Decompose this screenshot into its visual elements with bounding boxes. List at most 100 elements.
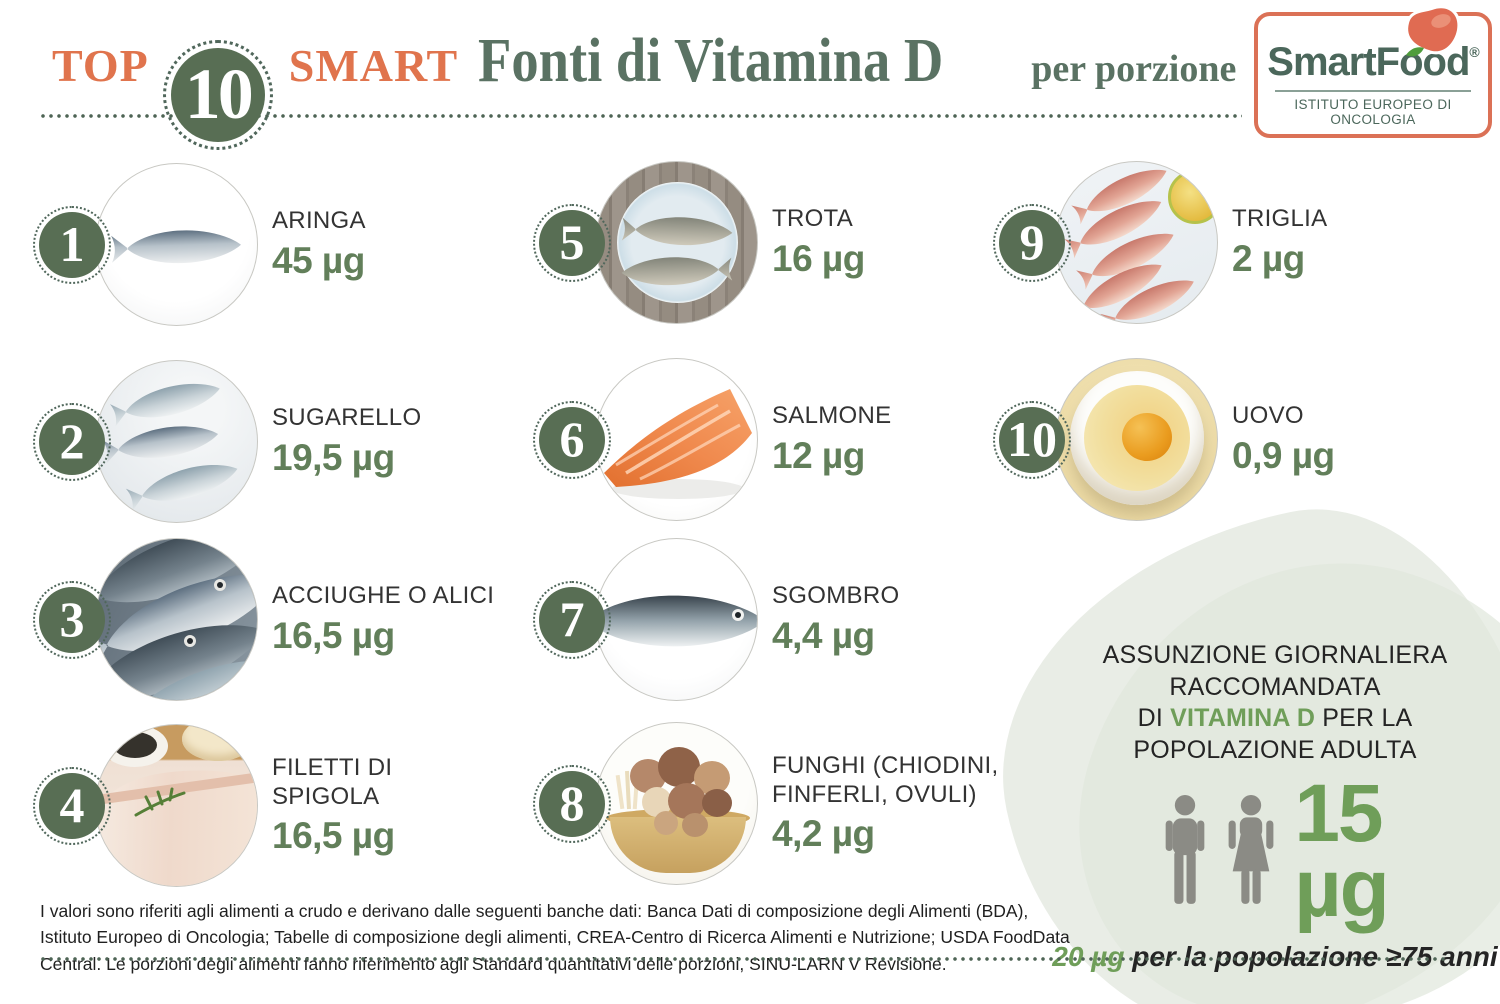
rank-badge: 6 (539, 406, 605, 473)
rank-badge-ring: 5 (533, 203, 611, 282)
salmon-fillet (604, 389, 752, 499)
item-caption: ARINGA 45 µg (272, 207, 500, 281)
vitamin-d-value: 16 µg (772, 237, 865, 279)
rank-badge: 2 (39, 408, 105, 475)
item-spigola: 4 FILETTI DI SPIGOLA 16,5 µg (33, 724, 500, 887)
food-name: TROTA (772, 205, 854, 233)
rank-badge: 3 (39, 586, 105, 653)
vitamin-d-value: 4,4 µg (772, 614, 875, 656)
item-triglia: 9 TRIGLIA 2 µg (993, 161, 1482, 324)
rank-badge-ring: 10 (993, 400, 1071, 479)
item-salmone: 6 SALMONE 12 µg (533, 358, 1000, 521)
woman-icon (1224, 794, 1278, 908)
food-name: SUGARELLO (272, 404, 422, 432)
food-name: TRIGLIA (1232, 205, 1328, 233)
horse-mackerel-photo (95, 360, 258, 523)
item-acciughe: 3 ACCIUGHE O ALICI 16,5 µg (33, 538, 500, 701)
rank-badge-ring: 1 (33, 205, 111, 284)
rank-badge: 1 (39, 211, 105, 278)
rank-badge-ring: 3 (33, 580, 111, 659)
rank-badge-ring: 9 (993, 203, 1071, 282)
caviar (113, 732, 157, 758)
rda-value-unit: µg (1294, 843, 1389, 935)
mackerel-photo (595, 538, 758, 701)
mushroom-cap (658, 747, 700, 787)
item-caption: ACCIUGHE O ALICI 16,5 µg (272, 582, 500, 656)
top-label: TOP (52, 40, 149, 91)
top10-badge: 10 (170, 48, 265, 142)
rank-badge-ring: 7 (533, 580, 611, 659)
rank-badge: 4 (39, 772, 105, 839)
vitamin-d-value: 16,5 µg (272, 614, 395, 656)
rank-badge: 5 (539, 209, 605, 276)
item-caption: SGOMBRO 4,4 µg (772, 582, 1000, 656)
item-uovo: 10 UOVO 0,9 µg (993, 358, 1482, 521)
mushroom-cap (682, 813, 708, 837)
red-mullet-photo (1055, 161, 1218, 324)
header: TOP 10 SMART Fonti di Vitamina D per por… (52, 26, 1236, 150)
rda-box: ASSUNZIONE GIORNALIERA RACCOMANDATA DI V… (1050, 640, 1500, 973)
food-name: SALMONE (772, 402, 892, 430)
food-name: ACCIUGHE O ALICI (272, 582, 495, 610)
enoki (615, 774, 625, 810)
item-caption: SUGARELLO 19,5 µg (272, 404, 500, 478)
rank-badge: 9 (999, 209, 1065, 276)
mushrooms-photo (595, 722, 758, 885)
header-dotted-line (40, 113, 1242, 119)
rda-heading-line1: ASSUNZIONE GIORNALIERA (1102, 641, 1448, 669)
rda-line3-pre: DI (1137, 704, 1171, 732)
mushroom-cap (654, 811, 678, 835)
logo-divider (1275, 90, 1471, 92)
man-icon (1162, 794, 1208, 908)
vitamin-d-value: 4,2 µg (772, 812, 875, 854)
rank-badge-ring: 6 (533, 400, 611, 479)
food-name: FUNGHI (CHIODINI, FINFERLI, OVULI) (772, 752, 999, 808)
rda-heading-line4: POPOLAZIONE ADULTA (1133, 735, 1417, 764)
rank-badge: 8 (539, 770, 605, 837)
rda-heading-line2: RACCOMANDATA (1169, 672, 1381, 701)
item-caption: TROTA 16 µg (772, 205, 1000, 279)
sauce-bowl (182, 725, 254, 761)
fish-eye-pupil (735, 612, 741, 618)
strawberry-icon (1405, 5, 1461, 57)
vitamin-d-value: 2 µg (1232, 237, 1305, 279)
sea-bass-fillet-photo (95, 724, 258, 887)
sources-footnote: I valori sono riferiti agli alimenti a c… (40, 901, 1070, 974)
item-trota: 5 TROTA 16 µg (533, 161, 1000, 324)
item-sugarello: 2 SUGARELLO 19,5 µg (33, 360, 500, 523)
footer-dotted-line (40, 956, 1445, 962)
food-name: ARINGA (272, 207, 366, 235)
food-name: UOVO (1232, 402, 1304, 430)
basket (610, 817, 746, 873)
rda-line3-post: PER LA (1315, 704, 1413, 732)
fish-eye-pupil (187, 638, 193, 644)
fish-eye-pupil (217, 582, 223, 588)
logo-subtitle: ISTITUTO EUROPEO DI ONCOLOGIA (1294, 97, 1452, 127)
herring-photo (95, 163, 258, 326)
registered-mark: ® (1469, 44, 1479, 60)
egg-photo (1055, 358, 1218, 521)
food-name: SGOMBRO (772, 582, 900, 610)
page-subtitle: per porzione (1031, 48, 1237, 90)
rank-badge: 7 (539, 586, 605, 653)
rda-heading-line3: DI VITAMINA D PER LA (1050, 703, 1500, 735)
item-caption: FUNGHI (CHIODINI, FINFERLI, OVULI) 4,2 µ… (772, 752, 1000, 855)
rda-value: 15 µg (1294, 768, 1389, 935)
trout-photo (595, 161, 758, 324)
vitamin-d-value: 0,9 µg (1232, 434, 1335, 476)
lemon-wedge (1168, 170, 1217, 224)
rda-value-number: 15 (1294, 768, 1383, 859)
mushroom-cap (702, 789, 732, 817)
rda-vitamin-d-highlight: VITAMINA D (1170, 704, 1316, 732)
item-caption: UOVO 0,9 µg (1232, 402, 1482, 476)
vitamin-d-value: 45 µg (272, 239, 365, 281)
food-name: FILETTI DI SPIGOLA (272, 754, 393, 810)
salmon-fillet-photo (595, 358, 758, 521)
item-caption: TRIGLIA 2 µg (1232, 205, 1482, 279)
page-title: Fonti di Vitamina D (478, 27, 944, 95)
item-caption: FILETTI DI SPIGOLA 16,5 µg (272, 754, 500, 857)
vitamin-d-value: 16,5 µg (272, 814, 395, 856)
item-funghi: 8 FUNGHI (CHIODINI, FINFERLI, OVULI) 4,2… (533, 722, 1000, 885)
dill-sprig (134, 787, 186, 817)
